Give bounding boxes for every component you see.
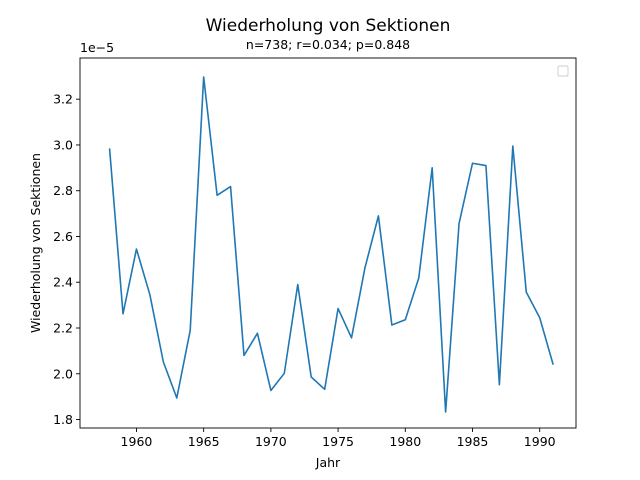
y-tick-label: 2.6 (53, 229, 73, 244)
y-tick-label: 2.8 (53, 183, 73, 198)
x-tick-label: 1960 (121, 434, 153, 449)
plot-frame (79, 57, 577, 429)
y-axis-ticks: 1.8 2.0 2.2 2.4 2.6 2.8 3.0 3.2 (53, 92, 80, 427)
x-tick-label: 1985 (457, 434, 489, 449)
x-axis-label: Jahr (315, 455, 341, 470)
y-tick-label: 3.0 (53, 137, 73, 152)
y-tick-label: 2.4 (53, 275, 73, 290)
y-axis-offset-label: 1e−5 (80, 40, 114, 55)
y-axis-label: Wiederholung von Sektionen (28, 153, 43, 333)
legend-box (557, 65, 569, 77)
x-tick-label: 1970 (255, 434, 287, 449)
x-tick-label: 1980 (389, 434, 421, 449)
chart-title: Wiederholung von Sektionen (206, 16, 451, 36)
y-tick-label: 2.0 (53, 366, 73, 381)
series-line (108, 76, 554, 413)
x-tick-label: 1965 (188, 434, 220, 449)
x-tick-label: 1975 (322, 434, 354, 449)
y-tick-label: 3.2 (53, 92, 73, 107)
chart-subtitle: n=738; r=0.034; p=0.848 (246, 37, 410, 52)
x-axis-ticks: 1960 1965 1970 1975 1980 1985 1990 (121, 428, 556, 449)
x-tick-label: 1990 (524, 434, 556, 449)
y-tick-label: 2.2 (53, 321, 73, 336)
y-tick-label: 1.8 (53, 412, 73, 427)
